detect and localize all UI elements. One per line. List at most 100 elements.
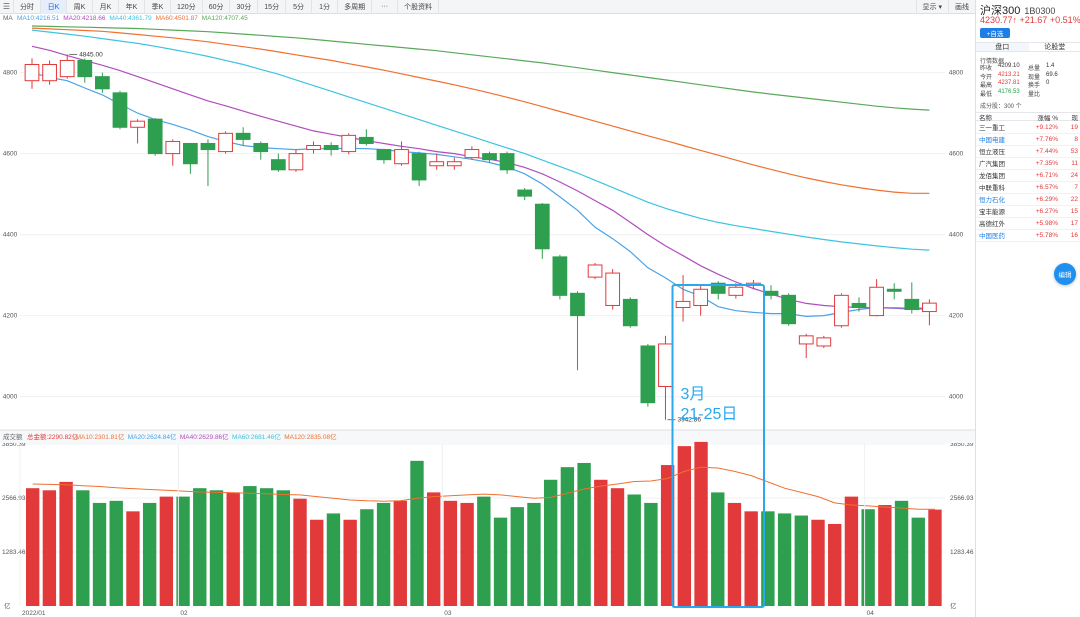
candle-down[interactable] <box>95 76 110 90</box>
volume-bar[interactable] <box>744 511 758 606</box>
candle-down[interactable] <box>781 294 796 325</box>
volume-bar[interactable] <box>460 502 474 606</box>
volume-bar[interactable] <box>427 492 441 606</box>
candle-down[interactable] <box>763 290 779 296</box>
volume-bar[interactable] <box>42 490 57 606</box>
volume-bar[interactable] <box>376 502 391 606</box>
volume-bar[interactable] <box>477 496 491 606</box>
candle-down[interactable] <box>235 132 251 140</box>
candle-down[interactable] <box>358 136 374 144</box>
constituent-row[interactable]: 中联重科 +6.57% 7 <box>976 182 1080 194</box>
candle-down[interactable] <box>851 302 867 309</box>
volume-bar[interactable] <box>310 519 324 606</box>
volume-bar[interactable] <box>527 502 541 606</box>
volume-bar[interactable] <box>543 479 558 606</box>
period-tab-13[interactable]: ··· <box>372 0 399 14</box>
volume-bar[interactable] <box>243 486 257 606</box>
volume-bar[interactable] <box>928 509 942 606</box>
volume-bar[interactable] <box>627 494 641 606</box>
volume-bar[interactable] <box>677 446 692 606</box>
candle-up[interactable] <box>306 145 321 151</box>
volume-bar[interactable] <box>911 517 925 606</box>
candle-down[interactable] <box>552 256 568 296</box>
volume-bar[interactable] <box>360 509 374 606</box>
col-price-header[interactable]: 现 <box>1071 114 1079 122</box>
volume-bar[interactable] <box>594 479 608 606</box>
candle-down[interactable] <box>517 189 533 197</box>
display-menu-button[interactable]: 显示 ▾ <box>915 0 948 14</box>
candle-up[interactable] <box>728 286 744 296</box>
sidebar-toggle-icon[interactable]: ☰ <box>0 0 14 14</box>
candle-up[interactable] <box>394 149 409 165</box>
period-tab-2[interactable]: 周K <box>67 0 93 14</box>
candle-down[interactable] <box>534 203 550 250</box>
candle-up[interactable] <box>288 153 304 171</box>
volume-bar[interactable] <box>644 502 658 606</box>
candle-up[interactable] <box>130 120 145 128</box>
period-tab-10[interactable]: 5分 <box>286 0 313 14</box>
volume-bar[interactable] <box>727 502 742 606</box>
volume-bar[interactable] <box>610 488 625 606</box>
candle-up[interactable] <box>675 300 691 308</box>
add-watchlist-button[interactable]: +自选 <box>980 28 1010 38</box>
volume-bar[interactable] <box>343 519 357 606</box>
volume-bar[interactable] <box>26 488 40 606</box>
volume-bar[interactable] <box>794 515 808 606</box>
period-tab-11[interactable]: 1分 <box>312 0 339 14</box>
candle-up[interactable] <box>59 59 75 78</box>
edit-button[interactable]: 编辑 <box>1054 263 1076 285</box>
constituent-row[interactable]: 中国电建 +7.76% 8 <box>976 134 1080 146</box>
tab-order-book[interactable]: 盘口 <box>976 43 1029 51</box>
candle-up[interactable] <box>693 288 709 306</box>
volume-bar[interactable] <box>109 500 123 606</box>
volume-bar[interactable] <box>828 523 842 606</box>
volume-bar[interactable] <box>326 513 341 606</box>
candle-down[interactable] <box>147 118 163 155</box>
period-tab-5[interactable]: 季K <box>145 0 171 14</box>
period-tab-0[interactable]: 分时 <box>14 0 41 14</box>
candle-down[interactable] <box>904 298 920 311</box>
candle-down[interactable] <box>270 159 286 171</box>
period-tab-8[interactable]: 30分 <box>230 0 259 14</box>
candle-up[interactable] <box>24 64 40 82</box>
volume-bar[interactable] <box>226 492 240 606</box>
candle-up[interactable] <box>605 272 621 306</box>
volume-bar[interactable] <box>577 462 591 606</box>
candle-up[interactable] <box>218 132 233 153</box>
period-tab-6[interactable]: 120分 <box>171 0 203 14</box>
volume-bar[interactable] <box>878 505 892 606</box>
volume-bar[interactable] <box>92 502 107 606</box>
volume-bar[interactable] <box>293 498 307 606</box>
kline-chart-area[interactable]: 4800 4800 4600 4600 4400 4400 4200 4200 4000 4000… <box>0 14 975 617</box>
period-tab-9[interactable]: 15分 <box>258 0 287 14</box>
candle-up[interactable] <box>816 337 832 347</box>
candle-down[interactable] <box>710 282 726 294</box>
candle-up[interactable] <box>587 264 603 278</box>
constituent-row[interactable]: 高德红外 +5.98% 17 <box>976 218 1080 230</box>
volume-bar[interactable] <box>276 490 291 606</box>
constituent-row[interactable]: 中国医药 +5.78% 16 <box>976 230 1080 242</box>
volume-bar[interactable] <box>560 467 575 606</box>
candle-up[interactable] <box>341 134 357 153</box>
volume-bar[interactable] <box>493 517 508 606</box>
candle-down[interactable] <box>323 145 339 151</box>
candle-up[interactable] <box>446 161 462 167</box>
constituent-row[interactable]: 恒立液压 +7.44% 53 <box>976 146 1080 158</box>
candle-down[interactable] <box>112 92 128 128</box>
constituent-row[interactable]: 恒力石化 +6.29% 22 <box>976 194 1080 206</box>
candle-up[interactable] <box>658 343 673 387</box>
draw-line-button[interactable]: 画线 <box>948 0 975 14</box>
period-tab-7[interactable]: 60分 <box>203 0 231 14</box>
candle-down[interactable] <box>499 153 515 171</box>
volume-bar[interactable] <box>142 502 157 606</box>
candle-down[interactable] <box>570 292 585 317</box>
volume-bar[interactable] <box>126 511 140 606</box>
candle-down[interactable] <box>183 142 198 165</box>
candle-down[interactable] <box>77 59 93 78</box>
period-tab-3[interactable]: 月K <box>93 0 119 14</box>
candle-up[interactable] <box>922 302 937 313</box>
candle-down[interactable] <box>622 298 638 327</box>
candle-up[interactable] <box>42 64 57 82</box>
constituent-row[interactable]: 龙佰集团 +6.71% 24 <box>976 170 1080 182</box>
col-change-header[interactable]: 涨幅 % <box>1037 114 1058 122</box>
